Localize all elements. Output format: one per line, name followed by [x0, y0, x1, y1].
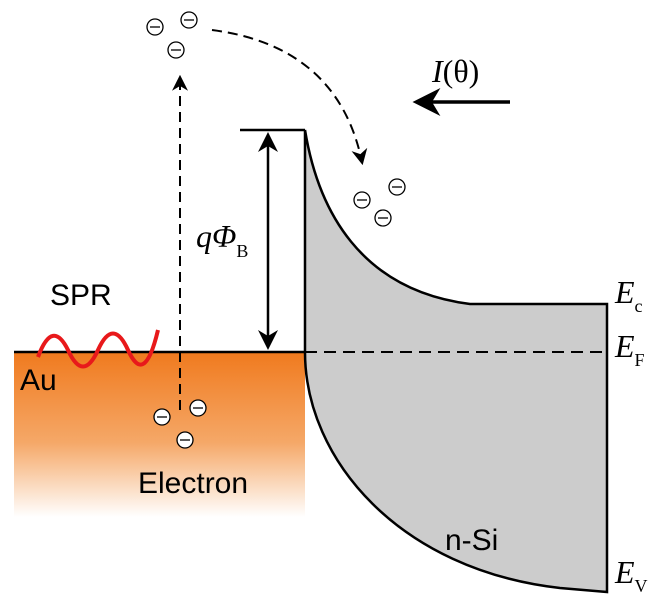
au-label: Au	[20, 364, 57, 397]
ev-main: E	[614, 554, 635, 590]
ec-sub: c	[635, 296, 643, 316]
spr-label: SPR	[50, 279, 112, 312]
n-si-region	[305, 130, 607, 592]
n-si-label: n-Si	[445, 524, 498, 557]
intensity-label: I(θ)	[431, 53, 479, 89]
ef-main: E	[614, 328, 635, 364]
barrier-sub: B	[236, 241, 248, 261]
intensity-arg: (θ)	[443, 53, 480, 89]
barrier-label: qΦB	[196, 218, 248, 261]
ev-label: EV	[614, 554, 648, 596]
electrons-middle	[354, 179, 405, 226]
barrier-main: qΦ	[196, 218, 236, 254]
ef-label: EF	[614, 328, 645, 370]
ec-label: Ec	[614, 274, 643, 316]
electron-label: Electron	[138, 467, 248, 500]
band-diagram: SPR Au Electron n-Si I(θ) qΦB Ec EF EV	[0, 0, 665, 599]
electrons-top	[147, 12, 197, 58]
transfer-arrow	[212, 30, 362, 162]
ef-sub: F	[635, 350, 645, 370]
ev-sub: V	[635, 576, 648, 596]
ec-main: E	[614, 274, 635, 310]
